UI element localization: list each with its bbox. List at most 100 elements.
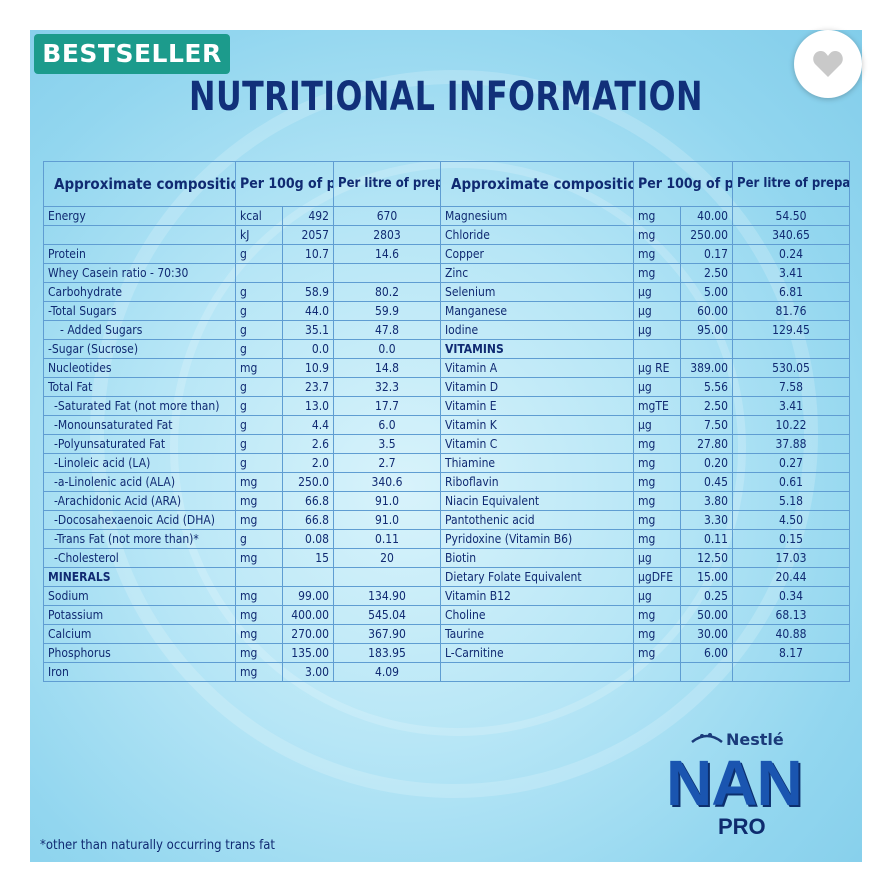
value-per-100g: 2.50 [680,263,733,283]
unit: mg [633,263,681,283]
unit: g [235,301,283,321]
unit: mg [633,434,681,454]
value-per-litre: 14.8 [333,358,441,378]
unit: mg [633,472,681,492]
value-per-litre: 17.03 [732,548,850,568]
value-per-litre [732,662,850,682]
table-row: Protein g 10.7 14.6 Copper mg 0.17 0.24 [43,244,850,264]
header-per-litre: Per litre of prepared formula [732,161,850,207]
nutrient-name: Calcium [43,624,236,644]
value-per-litre: 32.3 [333,377,441,397]
value-per-litre [732,339,850,359]
value-per-litre: 6.81 [732,282,850,302]
value-per-litre: 17.7 [333,396,441,416]
value-per-100g: 5.56 [680,377,733,397]
nutrient-name: Chloride [440,225,634,245]
table-row: Energy kcal 492 670 Magnesium mg 40.00 54.50 [43,206,850,226]
nutrient-name: -Cholesterol [43,548,236,568]
nutrient-name: Nucleotides [43,358,236,378]
value-per-100g: 250.00 [680,225,733,245]
table-row: -Arachidonic Acid (ARA) mg 66.8 91.0 Niacin … [43,491,850,511]
value-per-100g: 0.20 [680,453,733,473]
nutrient-name: Vitamin D [440,377,634,397]
nutrient-name: Selenium [440,282,634,302]
value-per-100g: 58.9 [282,282,334,302]
nutrient-name: Iron [43,662,236,682]
page-title: NUTRITIONAL INFORMATION [189,74,703,120]
unit: g [235,415,283,435]
unit: mg [235,662,283,682]
unit: kJ [235,225,283,245]
value-per-100g: 15 [282,548,334,568]
unit: mg [235,605,283,625]
unit: mg [235,548,283,568]
table-header-row: Approximate composition Per 100g of powd… [43,161,850,207]
table-row: -Sugar (Sucrose) g 0.0 0.0 VITAMINS [43,339,850,359]
value-per-100g: 2.6 [282,434,334,454]
table-row: -Saturated Fat (not more than) g 13.0 17.7 V… [43,396,850,416]
unit: mg [633,244,681,264]
value-per-litre: 367.90 [333,624,441,644]
nutrient-name: -Total Sugars [43,301,236,321]
nutrient-name: VITAMINS [440,339,634,359]
unit: mg [633,510,681,530]
nutrient-name: Total Fat [43,377,236,397]
value-per-100g: 5.00 [680,282,733,302]
value-per-litre: 2803 [333,225,441,245]
favorite-button[interactable] [794,30,862,98]
value-per-litre [333,263,441,283]
footnote: *other than naturally occurring trans fa… [40,838,275,853]
unit: mg [235,510,283,530]
value-per-litre: 14.6 [333,244,441,264]
unit [633,662,681,682]
nutrient-name: Vitamin A [440,358,634,378]
value-per-litre: 47.8 [333,320,441,340]
value-per-100g: 15.00 [680,567,733,587]
value-per-litre: 40.88 [732,624,850,644]
table-row: -Linoleic acid (LA) g 2.0 2.7 Thiamine mg 0.20… [43,453,850,473]
value-per-100g: 50.00 [680,605,733,625]
bestseller-badge: BESTSELLER [34,34,230,74]
value-per-litre: 10.22 [732,415,850,435]
unit: mgTE [633,396,681,416]
value-per-100g: 0.17 [680,244,733,264]
unit: µg [633,320,681,340]
value-per-litre: 4.09 [333,662,441,682]
value-per-100g: 44.0 [282,301,334,321]
nutrient-name: -Trans Fat (not more than)* [43,529,236,549]
unit: mg [633,206,681,226]
nutrient-name: -Linoleic acid (LA) [43,453,236,473]
value-per-litre: 91.0 [333,491,441,511]
unit: g [235,396,283,416]
unit: µg [633,415,681,435]
value-per-litre: 8.17 [732,643,850,663]
nutrient-name: -a-Linolenic acid (ALA) [43,472,236,492]
value-per-litre: 2.7 [333,453,441,473]
table-row: Whey Casein ratio - 70:30 Zinc mg 2.50 3.41 [43,263,850,283]
nutrient-name: Pyridoxine (Vitamin B6) [440,529,634,549]
nutrient-name [440,662,634,682]
unit: g [235,529,283,549]
value-per-100g: 66.8 [282,510,334,530]
value-per-litre: 59.9 [333,301,441,321]
nutrient-name: Biotin [440,548,634,568]
table-row: -Docosahexaenoic Acid (DHA) mg 66.8 91.0 Pan… [43,510,850,530]
value-per-100g: 27.80 [680,434,733,454]
table-row: - Added Sugars g 35.1 47.8 Iodine µg 95.00 129.… [43,320,850,340]
nutrient-name: Taurine [440,624,634,644]
value-per-litre: 37.88 [732,434,850,454]
value-per-100g: 3.80 [680,491,733,511]
unit: µg [633,282,681,302]
nutrient-name: Manganese [440,301,634,321]
brand-logo: Nestlé NAN PRO [666,722,846,846]
value-per-litre: 3.5 [333,434,441,454]
unit: µg [633,548,681,568]
value-per-100g: 2057 [282,225,334,245]
table-row: -Cholesterol mg 15 20 Biotin µg 12.50 17.03 [43,548,850,568]
table-row: Iron mg 3.00 4.09 [43,662,850,682]
value-per-litre: 0.27 [732,453,850,473]
value-per-100g: 95.00 [680,320,733,340]
product-variant: PRO [718,814,766,839]
